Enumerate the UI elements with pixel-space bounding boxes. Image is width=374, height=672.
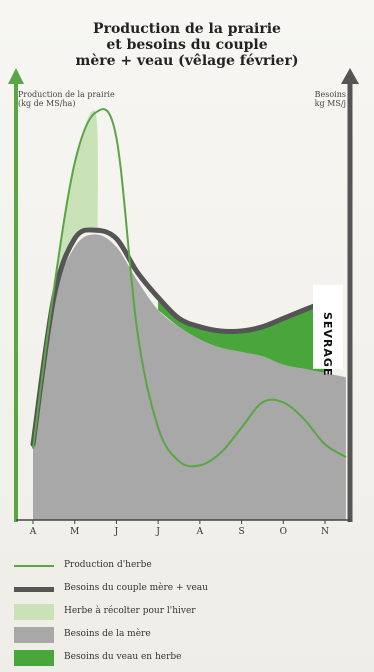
x-tick-label: J: [156, 527, 160, 537]
x-tick-label: O: [279, 527, 287, 537]
legend-swatch: [14, 627, 54, 643]
sevrage-annotation: SEVRAGE: [321, 312, 334, 377]
legend-label: Besoins de la mère: [64, 629, 151, 639]
legend-swatch: [14, 586, 54, 592]
legend-swatch: [14, 565, 54, 567]
y-left-label-line-1: Production de la prairie: [18, 90, 115, 99]
y-right-label-line-2: kg MS/j: [314, 99, 346, 108]
x-tick-label: S: [238, 527, 245, 537]
legend-item: Besoins du couple mère + veau: [14, 581, 354, 597]
legend-item: Besoins du veau en herbe: [14, 650, 354, 666]
y-left-label-line-2: (kg de MS/ha): [18, 99, 76, 108]
legend-item: Herbe à récolter pour l'hiver: [14, 604, 354, 620]
area-besoins-veau: [158, 297, 325, 373]
y-right-label-line-1: Besoins: [314, 90, 346, 99]
x-tick-label: A: [29, 527, 37, 537]
area-besoins-mere: [33, 234, 346, 520]
series-line-besoins-couple: [30, 227, 328, 447]
x-tick-label: M: [70, 527, 80, 537]
series-line-production-herbe: [32, 108, 347, 468]
x-tick-label: A: [196, 527, 204, 537]
legend-label: Production d'herbe: [64, 560, 152, 570]
legend-swatch: [14, 604, 54, 620]
y-axis-left-arrow: [8, 68, 24, 84]
y-axis-right-arrow: [341, 68, 359, 84]
x-tick-label: J: [114, 527, 119, 537]
area-herbe-a-recolter: [33, 110, 98, 449]
chart-title-line-2: et besoins du couple: [106, 37, 268, 53]
x-tick-label: N: [321, 527, 329, 537]
sevrage-box: [313, 284, 343, 369]
chart-title-line-1: Production de la prairie: [93, 21, 281, 37]
legend-label: Besoins du veau en herbe: [64, 652, 182, 662]
legend-item: Besoins de la mère: [14, 627, 354, 643]
legend-swatch: [14, 650, 54, 666]
legend-label: Herbe à récolter pour l'hiver: [64, 606, 196, 616]
legend-item: Production d'herbe: [14, 558, 354, 574]
chart-title-line-3: mère + veau (vêlage février): [75, 53, 299, 69]
legend-label: Besoins du couple mère + veau: [64, 583, 208, 593]
